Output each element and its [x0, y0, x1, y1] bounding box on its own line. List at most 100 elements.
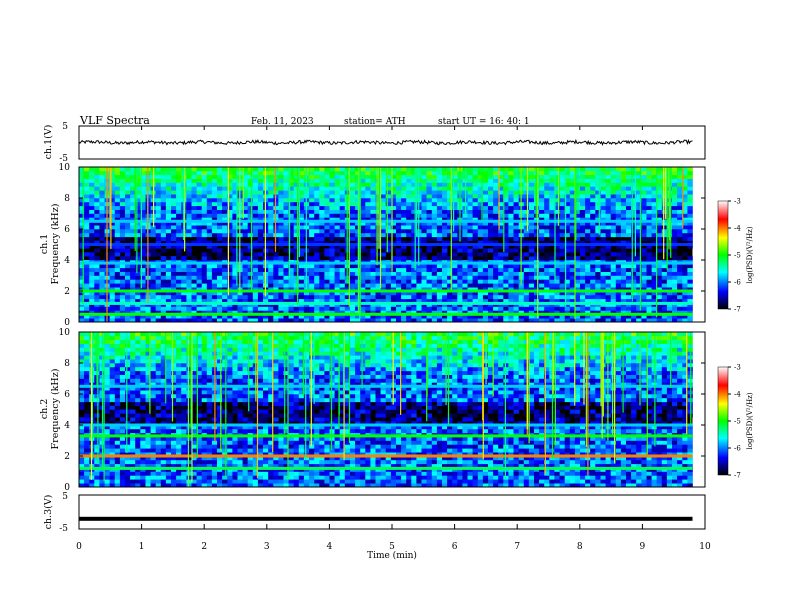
- spec1-cell: [257, 271, 264, 276]
- spec2-cell: [104, 401, 110, 406]
- spec1-cell: [165, 182, 172, 187]
- spec1-cell: [406, 294, 412, 300]
- spec2-cell: [109, 335, 116, 341]
- spec1-cell: [677, 314, 683, 319]
- spec1-cell: [513, 314, 519, 319]
- spec1-cell: [135, 294, 141, 300]
- spec1-cell: [84, 275, 90, 280]
- spec1-cell: [539, 174, 545, 179]
- spec1-cell: [211, 182, 218, 187]
- spec1-cell: [242, 170, 248, 176]
- spec1-cell: [508, 287, 514, 292]
- spec1-cell: [165, 225, 172, 230]
- spec1-cell: [283, 205, 289, 210]
- spec1-cell: [436, 167, 443, 172]
- spec1-cell: [472, 310, 478, 315]
- spec2-cell: [84, 479, 90, 484]
- spec2-cell: [109, 343, 116, 348]
- spec1-cell: [482, 225, 489, 230]
- spec1-cell: [626, 190, 632, 195]
- spec1-cell: [488, 294, 494, 300]
- spec1-cell: [436, 283, 443, 288]
- spec1-cell: [677, 182, 683, 187]
- spec1-cell: [513, 279, 519, 284]
- spec1-cell: [309, 298, 315, 303]
- spec1-cell: [442, 209, 448, 214]
- spec1-cell: [508, 198, 514, 203]
- spec1-cell: [549, 298, 555, 303]
- spec1-cell: [334, 279, 340, 284]
- spec1-cell: [595, 298, 601, 303]
- spec1-cell: [319, 294, 325, 300]
- spec1-sferic: [669, 167, 671, 241]
- spec1-cell: [656, 221, 663, 226]
- spec1-cell: [406, 182, 412, 187]
- spec1-cell: [406, 267, 412, 272]
- spec1-cell: [125, 205, 131, 210]
- spec1-cell: [114, 252, 121, 257]
- spec1-cell: [585, 318, 591, 323]
- spec1-cell: [411, 182, 417, 187]
- spec1-cell: [477, 190, 484, 195]
- spec1-cell: [646, 287, 652, 292]
- spec1-cell: [421, 298, 427, 303]
- spec1-cell: [498, 182, 504, 187]
- spec1-cell: [360, 236, 366, 241]
- spec1-cell: [309, 279, 315, 284]
- spec1-cell: [467, 201, 473, 207]
- spec1-cell: [135, 306, 141, 311]
- spec1-cell: [431, 209, 438, 214]
- spec2-cell: [84, 448, 90, 453]
- spec1-cell: [360, 182, 366, 187]
- spec1-cell: [467, 263, 473, 269]
- spec1-cell: [191, 198, 197, 203]
- spec1-cell: [396, 213, 402, 218]
- spec1-cell: [84, 186, 90, 191]
- spec1-cell: [498, 263, 504, 269]
- spec1-cell: [324, 294, 330, 300]
- spec1-cell: [370, 221, 376, 226]
- spec2-cell: [114, 394, 121, 399]
- spec1-cell: [580, 201, 586, 207]
- spec1-cell: [503, 178, 509, 183]
- spec1-cell: [661, 194, 668, 199]
- spec1-cell: [165, 314, 172, 319]
- spec1-cell: [385, 170, 392, 176]
- spec1-cell: [472, 186, 478, 191]
- spec1-cell: [615, 310, 622, 315]
- spec1-cell: [442, 174, 448, 179]
- spec2-cell: [84, 394, 90, 399]
- spec1-cell: [309, 310, 315, 315]
- spec1-cell: [211, 174, 218, 179]
- spec2-cell: [104, 382, 110, 387]
- spec1-cell: [89, 298, 95, 303]
- spec1-cell: [406, 190, 412, 195]
- spec1-cell: [523, 182, 530, 187]
- spec1-cell: [268, 310, 274, 315]
- spec1-cell: [135, 263, 141, 269]
- spec1-cell: [79, 229, 85, 234]
- spec1-cell: [677, 291, 683, 296]
- spec1-cell: [309, 229, 315, 234]
- spec1-cell: [206, 170, 213, 176]
- spec1-cell: [569, 232, 576, 238]
- spec1-cell: [344, 318, 351, 323]
- spec1-cell: [171, 174, 177, 179]
- spec1-cell: [319, 310, 325, 315]
- spec1-cell: [498, 221, 504, 226]
- spec1-cell: [273, 256, 279, 261]
- spec1-cell: [493, 275, 499, 280]
- spec1-cell: [426, 225, 432, 230]
- spec1-cell: [626, 271, 632, 276]
- spec1-cell: [109, 236, 116, 241]
- spec1-cell: [155, 194, 162, 199]
- spec1-cell: [482, 287, 489, 292]
- spec1-cell: [447, 190, 453, 195]
- spec1-cell: [416, 294, 422, 300]
- spec1-cell: [498, 198, 504, 203]
- spec1-cell: [666, 298, 673, 303]
- ch1-panel: 5 -5 ch.1(V): [43, 122, 706, 164]
- spec1-cell: [125, 314, 131, 319]
- spec1-cell: [165, 291, 172, 296]
- spec1-cell: [114, 240, 121, 245]
